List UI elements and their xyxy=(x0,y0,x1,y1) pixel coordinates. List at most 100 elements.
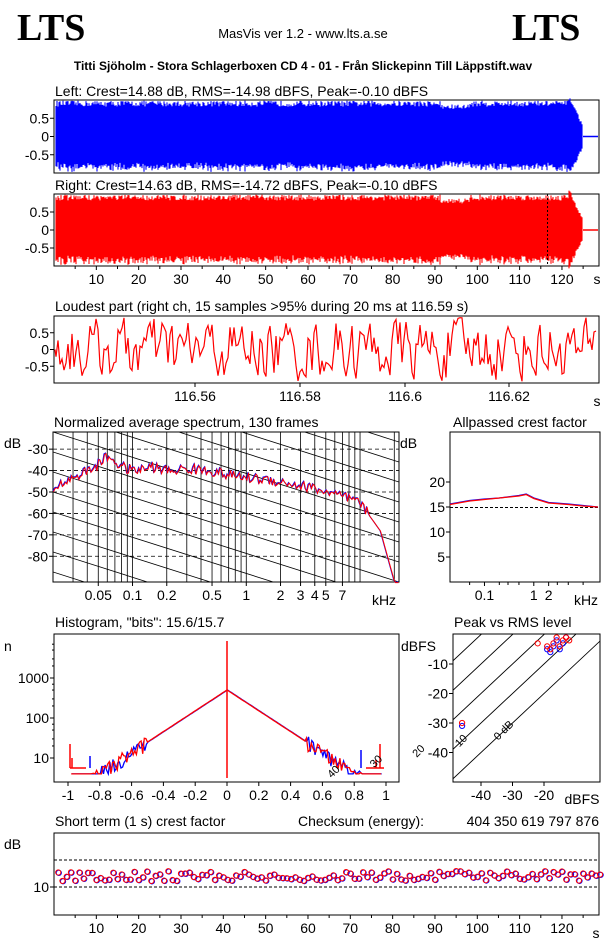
spectrum-xtick: 0.2 xyxy=(157,587,177,603)
short-crest-point-right xyxy=(482,877,489,884)
spectrum-xtick: 7 xyxy=(339,587,347,603)
peak-rms-diag-label: 40 xyxy=(325,764,342,781)
loudest-part-xtick: 116.56 xyxy=(174,388,216,404)
loudest-part-xtick: 116.6 xyxy=(388,388,422,404)
short-crest-point-right xyxy=(393,870,400,877)
crest-ylabel: dB xyxy=(400,435,417,451)
short-crest-point-right xyxy=(554,871,561,878)
short-crest-point-right xyxy=(537,871,544,878)
short-crest-point-right xyxy=(436,868,443,875)
left-waveform-ytick: 0.5 xyxy=(30,110,50,126)
spectrum-slope-line xyxy=(53,652,399,762)
spectrum-xtick: 5 xyxy=(322,587,330,603)
short-crest-point-right xyxy=(80,875,87,882)
right-waveform-xtick: 40 xyxy=(216,271,232,287)
spectrum-slope-line xyxy=(53,511,275,582)
short-crest-point-right xyxy=(131,868,138,875)
spectrum-slope-line xyxy=(303,432,399,463)
peak-rms-point-right xyxy=(459,719,466,727)
loudest-part-title: Loudest part (right ch, 15 samples >95% … xyxy=(55,298,468,314)
peak-rms-ytick: -10 xyxy=(428,656,448,672)
short-crest-point-right xyxy=(364,873,371,881)
histogram-title: Histogram, "bits": 15.6/15.7 xyxy=(55,614,225,630)
short-crest-point-right xyxy=(580,870,587,877)
loudest-part-signal xyxy=(54,317,597,382)
short-crest-point-right xyxy=(110,869,117,876)
short-crest-point-right xyxy=(139,874,146,881)
right-waveform-ytick: 0 xyxy=(41,222,49,238)
peak-rms-point-right xyxy=(544,643,551,650)
short-crest-point-right xyxy=(478,870,485,877)
short-crest-point-right xyxy=(347,870,354,877)
right-waveform-signal xyxy=(55,190,583,269)
spectrum-ytick: -30 xyxy=(28,441,48,457)
loudest-part-xtick: 116.62 xyxy=(488,388,530,404)
short-crest-point-right xyxy=(524,873,532,881)
short-crest-xtick: 20 xyxy=(131,920,147,936)
peak-rms-xtick: -20 xyxy=(534,787,554,803)
lts-logo-right: LTS xyxy=(512,7,581,49)
histogram-xtick: -0.6 xyxy=(120,787,144,803)
histogram-xtick: -1 xyxy=(62,787,75,803)
short-crest-frame xyxy=(53,832,600,916)
spectrum-slope-line xyxy=(240,432,399,483)
crest-xtick: 1 xyxy=(530,587,538,603)
spectrum-ytick: -40 xyxy=(28,463,48,479)
peak-rms-xunit: dBFS xyxy=(564,791,599,807)
right-waveform-xtick: 80 xyxy=(385,271,401,287)
peak-rms-point-right xyxy=(550,640,557,647)
histogram-xtick: 0 xyxy=(223,787,231,803)
short-crest-point-right xyxy=(427,869,434,877)
peak-rms-point-right xyxy=(534,640,541,647)
spectrum-xtick: 3 xyxy=(297,587,305,603)
crest-ytick: 15 xyxy=(429,499,445,515)
short-crest-point-right xyxy=(76,869,83,876)
short-crest-point-right xyxy=(300,877,307,884)
right-waveform-xtick: 30 xyxy=(173,271,189,287)
spectrum-curve-left xyxy=(52,452,398,583)
short-crest-point-right xyxy=(529,870,536,877)
peak-rms-frame xyxy=(452,633,601,783)
short-crest-xtick: 40 xyxy=(216,920,232,936)
peak-rms-point-left xyxy=(459,722,466,730)
right-waveform-xtick: 100 xyxy=(466,271,490,287)
spectrum-xtick: 1 xyxy=(242,587,250,603)
short-crest-point-right xyxy=(558,868,566,875)
short-crest-point-right xyxy=(118,871,125,878)
peak-rms-point-right xyxy=(562,634,570,641)
loudest-part-frame xyxy=(53,315,600,384)
short-crest-xtick: 110 xyxy=(508,920,531,936)
spectrum-slope-line xyxy=(114,432,399,523)
peak-rms-point-right xyxy=(553,634,560,641)
spectrum-curve-right xyxy=(53,452,399,584)
spectrum-slope-line xyxy=(53,432,399,543)
short-crest-point-right xyxy=(368,869,375,876)
loudest-part-ytick: -0.5 xyxy=(25,358,49,374)
short-crest-point-right xyxy=(465,869,472,876)
short-crest-point-right xyxy=(563,876,570,883)
peak-rms-diagonal xyxy=(453,634,577,750)
spectrum-slope-line xyxy=(53,491,338,582)
short-crest-point-right xyxy=(584,874,591,881)
right-waveform-xtick: 110 xyxy=(508,271,531,287)
short-crest-point-right xyxy=(114,875,121,883)
short-crest-point-right xyxy=(402,877,409,884)
crest-xunit: kHz xyxy=(574,592,598,608)
short-crest-point-right xyxy=(499,872,506,879)
right-waveform-ytick: 0.5 xyxy=(30,204,50,220)
peak-rms-point-left xyxy=(556,646,563,653)
short-crest-point-right xyxy=(127,876,134,883)
short-crest-point-right xyxy=(105,876,113,883)
right-waveform-xtick: 20 xyxy=(131,271,147,287)
right-waveform-xunit: s xyxy=(594,271,601,287)
loudest-part-ytick: 0 xyxy=(41,342,49,358)
short-crest-point-right xyxy=(541,868,549,875)
short-crest-point-right xyxy=(533,875,540,883)
short-crest-xtick: 70 xyxy=(343,920,359,936)
spectrum-ylabel: dB xyxy=(4,435,21,451)
short-crest-point-right xyxy=(211,876,218,883)
version-label: MasVis ver 1.2 - www.lts.a.se xyxy=(218,26,388,41)
short-crest-point-right xyxy=(512,870,519,877)
spectrum-ytick: -70 xyxy=(28,527,48,543)
short-crest-xtick: 80 xyxy=(385,920,401,936)
